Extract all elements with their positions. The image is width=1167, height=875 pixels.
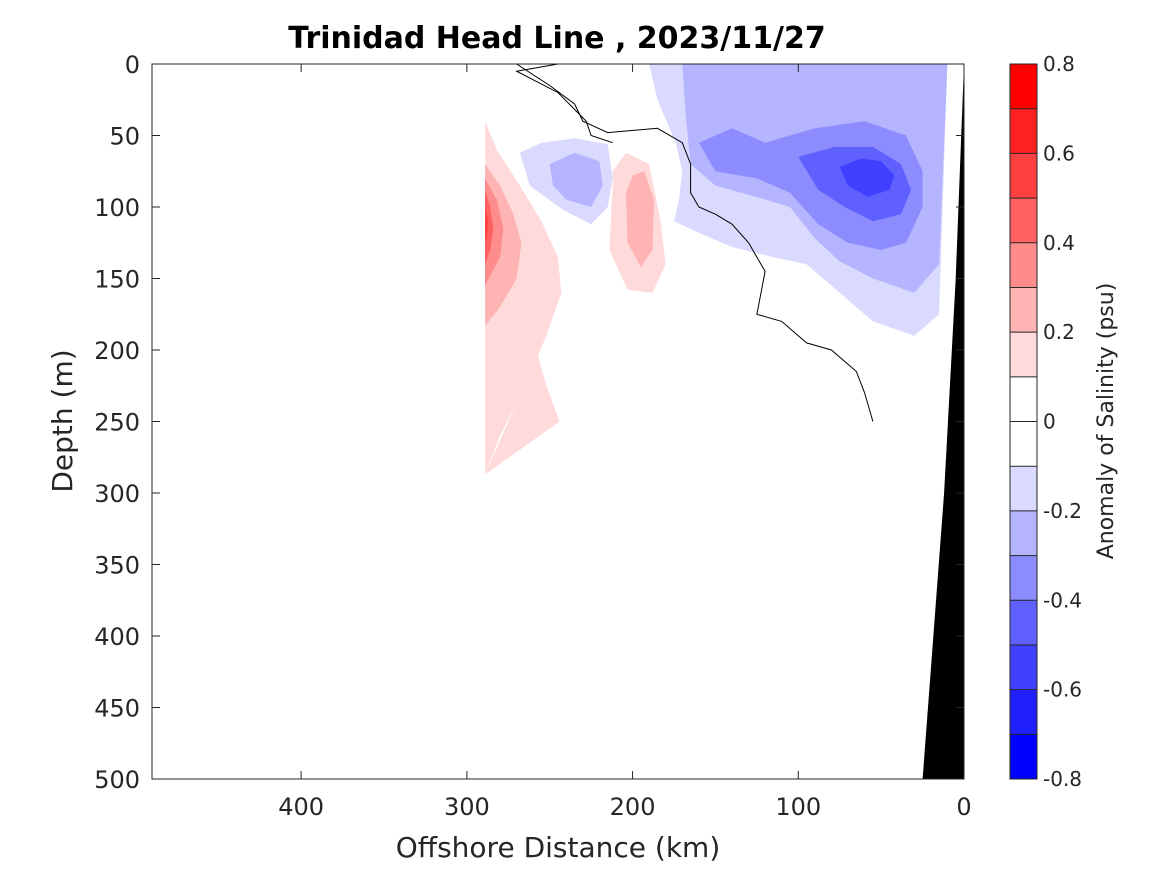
colorbar-ticks: -0.8 -0.6 -0.4 -0.2 0 0.2 0.4 0.6 0.8 <box>1043 52 1082 791</box>
contour-region-3 <box>485 178 504 286</box>
y-tick-label: 50 <box>109 123 140 151</box>
colorbar-tick-label: -0.8 <box>1043 767 1082 791</box>
x-axis-label: Offshore Distance (km) <box>396 831 721 864</box>
colorbar-tick-label: -0.2 <box>1043 499 1082 523</box>
y-tick-label: 250 <box>94 409 140 437</box>
x-axis-ticks: 400 300 200 100 0 <box>278 64 972 821</box>
y-tick-label: 350 <box>94 552 140 580</box>
x-tick-label: 400 <box>278 793 324 821</box>
y-tick-label: 150 <box>94 266 140 294</box>
y-axis-ticks: 0 50 100 150 200 250 300 350 400 450 500 <box>94 51 964 794</box>
colorbar-tick-label: 0.4 <box>1043 231 1075 255</box>
zero-contour-line-0 <box>516 64 874 422</box>
zero-contour-line-1 <box>515 64 613 144</box>
x-tick-label: 100 <box>775 793 821 821</box>
colorbar-swatch-13 <box>1010 644 1037 690</box>
colorbar-swatch-4 <box>1010 242 1037 288</box>
zero-contour-layer <box>515 64 874 422</box>
x-tick-label: 200 <box>610 793 656 821</box>
colorbar-swatch-15 <box>1010 734 1037 779</box>
contour-region-4 <box>485 189 494 265</box>
colorbar-swatch-5 <box>1010 287 1037 333</box>
contour-region-0 <box>485 121 560 475</box>
land-mask-layer <box>922 64 964 779</box>
colorbar-swatch-14 <box>1010 689 1037 735</box>
contour-region-9 <box>549 152 603 207</box>
y-tick-label: 0 <box>125 51 140 79</box>
contour-layer <box>485 64 948 475</box>
colorbar-swatch-2 <box>1010 153 1037 199</box>
y-tick-label: 500 <box>94 766 140 794</box>
y-tick-label: 300 <box>94 480 140 508</box>
colorbar-frame <box>1009 63 1038 780</box>
colorbar-swatch-1 <box>1010 108 1037 154</box>
y-tick-label: 100 <box>94 194 140 222</box>
x-tick-label: 0 <box>956 793 971 821</box>
chart-title: Trinidad Head Line , 2023/11/27 <box>288 21 825 56</box>
colorbar-swatch-11 <box>1010 555 1037 601</box>
y-tick-label: 450 <box>94 695 140 723</box>
contour-region-14 <box>839 158 895 197</box>
x-tick-label: 300 <box>444 793 490 821</box>
y-tick-label: 200 <box>94 337 140 365</box>
colorbar-label: Anomaly of Salinity (psu) <box>1094 283 1119 560</box>
contour-region-7 <box>625 171 655 268</box>
colorbar-swatch-10 <box>1010 510 1037 556</box>
colorbar-tick-label: 0.6 <box>1043 141 1075 165</box>
colorbar-tick-label: 0 <box>1043 410 1056 434</box>
colorbar-tick-label: -0.6 <box>1043 678 1082 702</box>
colorbar <box>1010 63 1037 779</box>
y-axis-label: Depth (m) <box>46 349 79 492</box>
colorbar-tick-label: 0.2 <box>1043 320 1075 344</box>
colorbar-swatch-6 <box>1010 332 1037 377</box>
colorbar-swatch-3 <box>1010 198 1037 243</box>
colorbar-swatch-0 <box>1010 64 1037 109</box>
colorbar-tick-label: -0.4 <box>1043 588 1082 612</box>
colorbar-swatch-8 <box>1010 421 1037 467</box>
y-tick-label: 400 <box>94 623 140 651</box>
colorbar-swatch-7 <box>1010 376 1037 422</box>
colorbar-tick-label: 0.8 <box>1043 52 1075 76</box>
contour-region-5 <box>485 207 489 243</box>
seafloor-land-mask <box>922 64 964 779</box>
colorbar-swatch-9 <box>1010 466 1037 511</box>
colorbar-swatch-12 <box>1010 600 1037 645</box>
